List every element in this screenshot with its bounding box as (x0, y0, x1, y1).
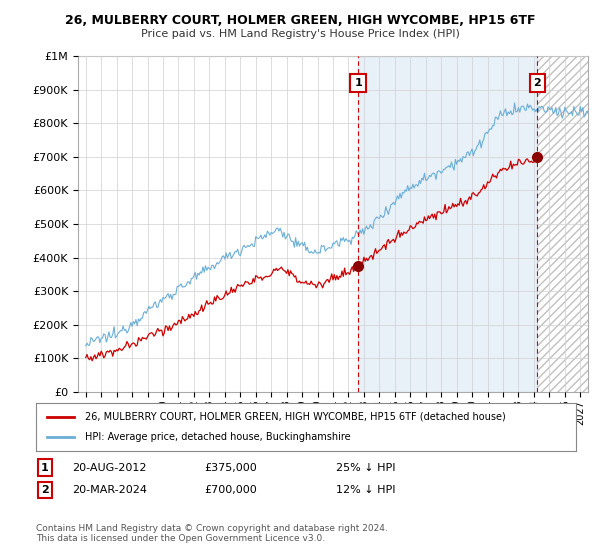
Text: 26, MULBERRY COURT, HOLMER GREEN, HIGH WYCOMBE, HP15 6TF (detached house): 26, MULBERRY COURT, HOLMER GREEN, HIGH W… (85, 412, 505, 422)
Text: 12% ↓ HPI: 12% ↓ HPI (336, 485, 395, 495)
Text: 1: 1 (355, 78, 362, 88)
Text: 26, MULBERRY COURT, HOLMER GREEN, HIGH WYCOMBE, HP15 6TF: 26, MULBERRY COURT, HOLMER GREEN, HIGH W… (65, 14, 535, 27)
Text: 2: 2 (533, 78, 541, 88)
Text: 2: 2 (41, 485, 49, 495)
Text: £375,000: £375,000 (204, 463, 257, 473)
Text: HPI: Average price, detached house, Buckinghamshire: HPI: Average price, detached house, Buck… (85, 432, 350, 442)
Text: 20-AUG-2012: 20-AUG-2012 (72, 463, 146, 473)
Text: 20-MAR-2024: 20-MAR-2024 (72, 485, 147, 495)
Text: 25% ↓ HPI: 25% ↓ HPI (336, 463, 395, 473)
Text: Contains HM Land Registry data © Crown copyright and database right 2024.
This d: Contains HM Land Registry data © Crown c… (36, 524, 388, 543)
Text: 1: 1 (41, 463, 49, 473)
Text: Price paid vs. HM Land Registry's House Price Index (HPI): Price paid vs. HM Land Registry's House … (140, 29, 460, 39)
Text: £700,000: £700,000 (204, 485, 257, 495)
